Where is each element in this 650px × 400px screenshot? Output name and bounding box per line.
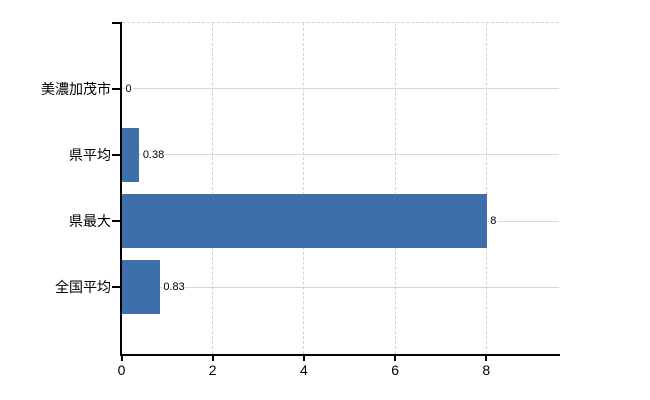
y-axis-tick xyxy=(112,220,120,223)
x-tick-label: 2 xyxy=(208,362,217,378)
x-axis-line xyxy=(120,354,560,356)
horizontal-gridline xyxy=(121,286,559,288)
category-label: 県平均 xyxy=(69,146,111,163)
y-axis-tick xyxy=(112,153,120,156)
x-axis-tick xyxy=(211,356,214,361)
vertical-gridline xyxy=(212,23,214,354)
category-label: 美濃加茂市 xyxy=(41,80,111,97)
x-axis-tick xyxy=(302,356,305,361)
category-label: 全国平均 xyxy=(55,279,111,296)
plot-top-border xyxy=(121,22,559,23)
x-tick-label: 4 xyxy=(299,362,308,378)
bar-value-label: 0.83 xyxy=(162,280,186,295)
y-axis-tick xyxy=(112,87,120,90)
bar-2 xyxy=(122,194,487,249)
x-axis-tick xyxy=(394,356,397,361)
bar-1 xyxy=(122,127,140,182)
category-label: 県最大 xyxy=(69,213,111,230)
bar-value-label: 0 xyxy=(124,81,133,96)
horizontal-gridline xyxy=(121,154,559,156)
x-tick-label: 0 xyxy=(117,362,126,378)
bar-3 xyxy=(122,260,160,315)
bar-value-label: 0.38 xyxy=(141,147,166,162)
y-axis-line xyxy=(120,22,122,356)
y-axis-top-tick xyxy=(112,22,120,24)
y-axis-tick xyxy=(112,286,120,289)
x-axis-tick xyxy=(120,356,123,361)
vertical-gridline xyxy=(394,23,396,354)
vertical-gridline xyxy=(485,23,487,354)
bar-value-label: 8 xyxy=(489,214,498,229)
vertical-gridline xyxy=(303,23,305,354)
x-tick-label: 6 xyxy=(391,362,399,378)
x-tick-label: 8 xyxy=(482,362,491,378)
horizontal-gridline xyxy=(121,88,559,89)
x-axis-tick xyxy=(485,356,488,361)
